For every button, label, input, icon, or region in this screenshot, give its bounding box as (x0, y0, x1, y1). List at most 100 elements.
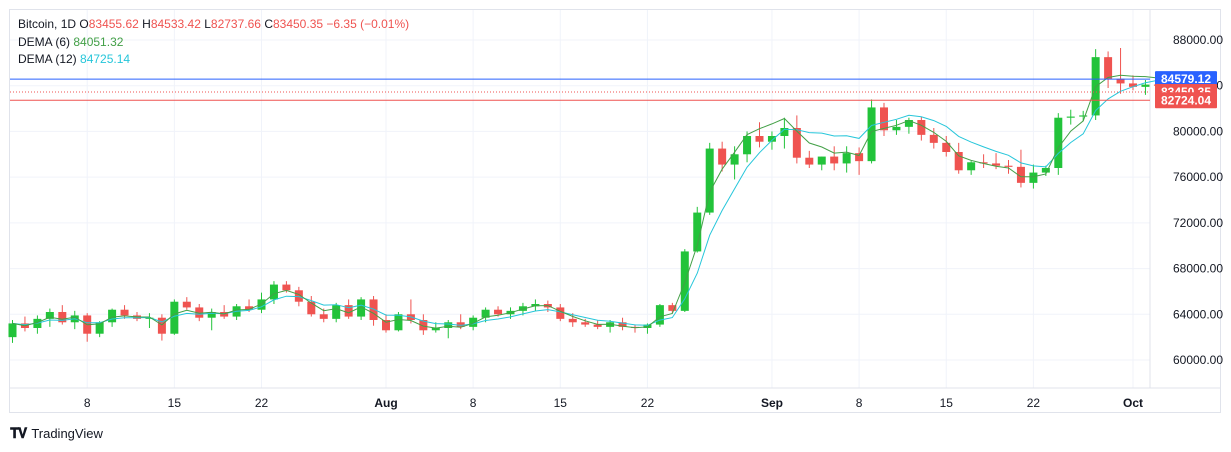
candle-body (456, 322, 465, 327)
x-tick-label: 15 (940, 396, 954, 410)
candle-body (357, 299, 366, 317)
candle-body (743, 136, 752, 155)
y-tick-label: 88000.00 (1173, 33, 1223, 47)
candle-body (655, 305, 664, 325)
legend-symbol-line: Bitcoin, 1D O83455.62 H84533.42 L82737.6… (18, 17, 410, 31)
legend-open: 83455.62 (88, 17, 139, 31)
candle-body (531, 304, 540, 307)
candle-body (568, 318, 577, 323)
candle-body (979, 162, 988, 164)
candle-body (245, 306, 254, 310)
candle-body (332, 305, 341, 319)
candle-body (481, 309, 490, 318)
legend-open-label: O (79, 17, 89, 31)
candle-body (145, 317, 154, 319)
candle-body (431, 328, 440, 331)
dema6-label: DEMA (6) (18, 35, 71, 49)
footer-brand: TradingView (31, 426, 103, 441)
candle-body (593, 324, 602, 327)
dema12-line (12, 79, 1183, 326)
candle-body (904, 120, 913, 127)
chart-frame[interactable] (9, 9, 1221, 413)
candle-body (382, 320, 390, 331)
legend-change: −6.35 (−0.01%) (326, 17, 410, 31)
candle-body (170, 301, 179, 334)
x-tick-label: Oct (1123, 396, 1143, 410)
x-tick-label: 22 (641, 396, 655, 410)
candle-body (257, 299, 266, 310)
legend-low-label: L (204, 17, 211, 31)
candle-body (45, 312, 54, 319)
candle-body (1054, 117, 1063, 168)
tradingview-footer[interactable]: 𝐓𝐕 TradingView (10, 425, 103, 442)
candle-body (8, 323, 17, 338)
candle-body (718, 148, 727, 165)
candle-body (344, 305, 353, 317)
x-tick-label: 22 (255, 396, 269, 410)
candle-body (880, 107, 888, 131)
candle-body (157, 317, 166, 334)
x-tick-label: 8 (470, 396, 477, 410)
x-tick-label: 15 (554, 396, 568, 410)
candle-body (917, 120, 926, 135)
legend-symbol: Bitcoin (18, 17, 55, 31)
candle-body (942, 142, 951, 152)
legend-low: 82737.66 (210, 17, 261, 31)
candle-body (207, 312, 216, 318)
candle-body (1079, 115, 1088, 117)
y-tick-label: 68000.00 (1173, 262, 1223, 276)
candle-body (294, 290, 303, 302)
dema12-label: DEMA (12) (18, 52, 77, 66)
candle-body (108, 309, 117, 323)
candle-body (494, 309, 503, 315)
candle-body (1004, 165, 1013, 167)
legend-close: 83450.35 (272, 17, 324, 31)
candle-body (556, 307, 565, 319)
candle-body (1066, 116, 1075, 118)
candle-body (842, 153, 851, 164)
candle-body (1116, 78, 1125, 84)
candle-body (693, 212, 702, 252)
candle-body (469, 317, 478, 327)
legend-dema12: DEMA (12) 84725.14 (18, 51, 130, 67)
legend-dema6: DEMA (6) 84051.32 (18, 34, 123, 50)
candle-body (307, 301, 316, 315)
candle-body (1041, 168, 1050, 173)
dema6-line (12, 74, 1183, 329)
candle-body (867, 107, 876, 162)
dema6-value: 84051.32 (73, 35, 124, 49)
candle-body (755, 136, 764, 142)
price-label-bg (1155, 92, 1217, 109)
candle-body (767, 136, 776, 142)
candle-body (58, 312, 67, 323)
candle-body (581, 322, 590, 325)
candle-body (419, 320, 428, 331)
candle-body (1129, 83, 1137, 87)
y-tick-label: 72000.00 (1173, 216, 1223, 230)
legend-close-label: C (264, 17, 273, 31)
candle-body (95, 322, 104, 334)
candle-body (269, 284, 278, 300)
candle-body (282, 284, 291, 291)
tradingview-logo-icon: 𝐓𝐕 (10, 425, 27, 441)
x-tick-label: Aug (374, 396, 397, 410)
x-tick-label: Sep (761, 396, 783, 410)
y-tick-label: 64000.00 (1173, 307, 1223, 321)
candle-body (792, 128, 801, 158)
candle-body (182, 301, 191, 308)
candle-body (929, 134, 938, 143)
candle-body (730, 154, 739, 165)
x-tick-label: 8 (84, 396, 91, 410)
candle-body (319, 314, 328, 319)
legend-high: 84533.42 (150, 17, 201, 31)
candle-body (892, 126, 901, 131)
y-tick-label: 76000.00 (1173, 170, 1223, 184)
candle-body (668, 305, 677, 311)
candle-body (780, 128, 789, 136)
x-tick-label: 8 (856, 396, 863, 410)
candle-body (992, 163, 1001, 166)
candle-body (830, 156, 839, 164)
candle-body (1141, 84, 1150, 87)
candle-body (369, 299, 378, 320)
